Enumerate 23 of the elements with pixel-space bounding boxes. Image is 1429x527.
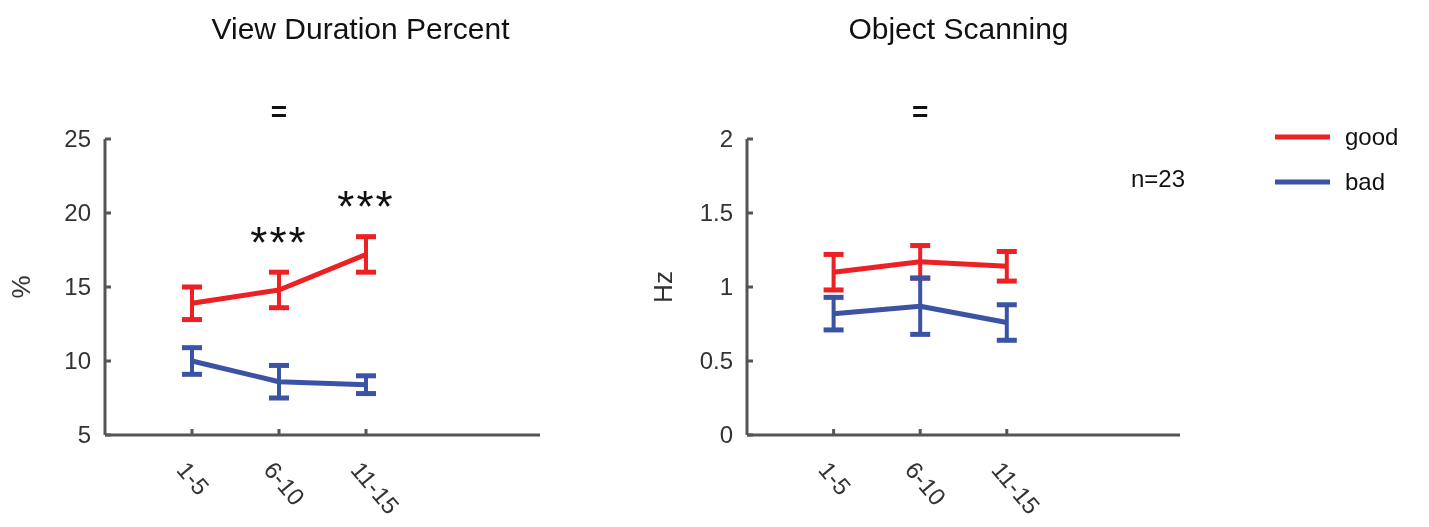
y-tick-label: 20 bbox=[64, 199, 91, 227]
y-tick-label: 10 bbox=[64, 347, 91, 375]
y-tick-label: 2 bbox=[719, 125, 733, 153]
y-tick-label: 5 bbox=[77, 421, 91, 449]
chart-title: View Duration Percent bbox=[211, 12, 511, 45]
text: = bbox=[270, 96, 288, 127]
chart-title: Object Scanning bbox=[848, 12, 1069, 45]
text: = bbox=[912, 96, 929, 127]
legend-label: good bbox=[1345, 123, 1399, 151]
annotation: *** bbox=[337, 182, 395, 232]
x-tick-label: 1-5 bbox=[171, 456, 215, 501]
y-axis-title: Hz bbox=[648, 271, 678, 303]
y-tick-label: 0 bbox=[719, 421, 733, 449]
y-axis-title: % bbox=[6, 275, 36, 299]
text: n=23 bbox=[1130, 165, 1185, 192]
y-tick-label: 1.5 bbox=[699, 199, 733, 227]
y-tick-label: 1 bbox=[719, 273, 733, 301]
x-tick-label: 1-5 bbox=[813, 456, 857, 501]
annotation: *** bbox=[250, 217, 308, 267]
legend-label: bad bbox=[1345, 168, 1386, 196]
y-tick-label: 25 bbox=[64, 125, 91, 153]
y-tick-label: 0.5 bbox=[699, 347, 733, 375]
y-tick-label: 15 bbox=[64, 273, 91, 301]
